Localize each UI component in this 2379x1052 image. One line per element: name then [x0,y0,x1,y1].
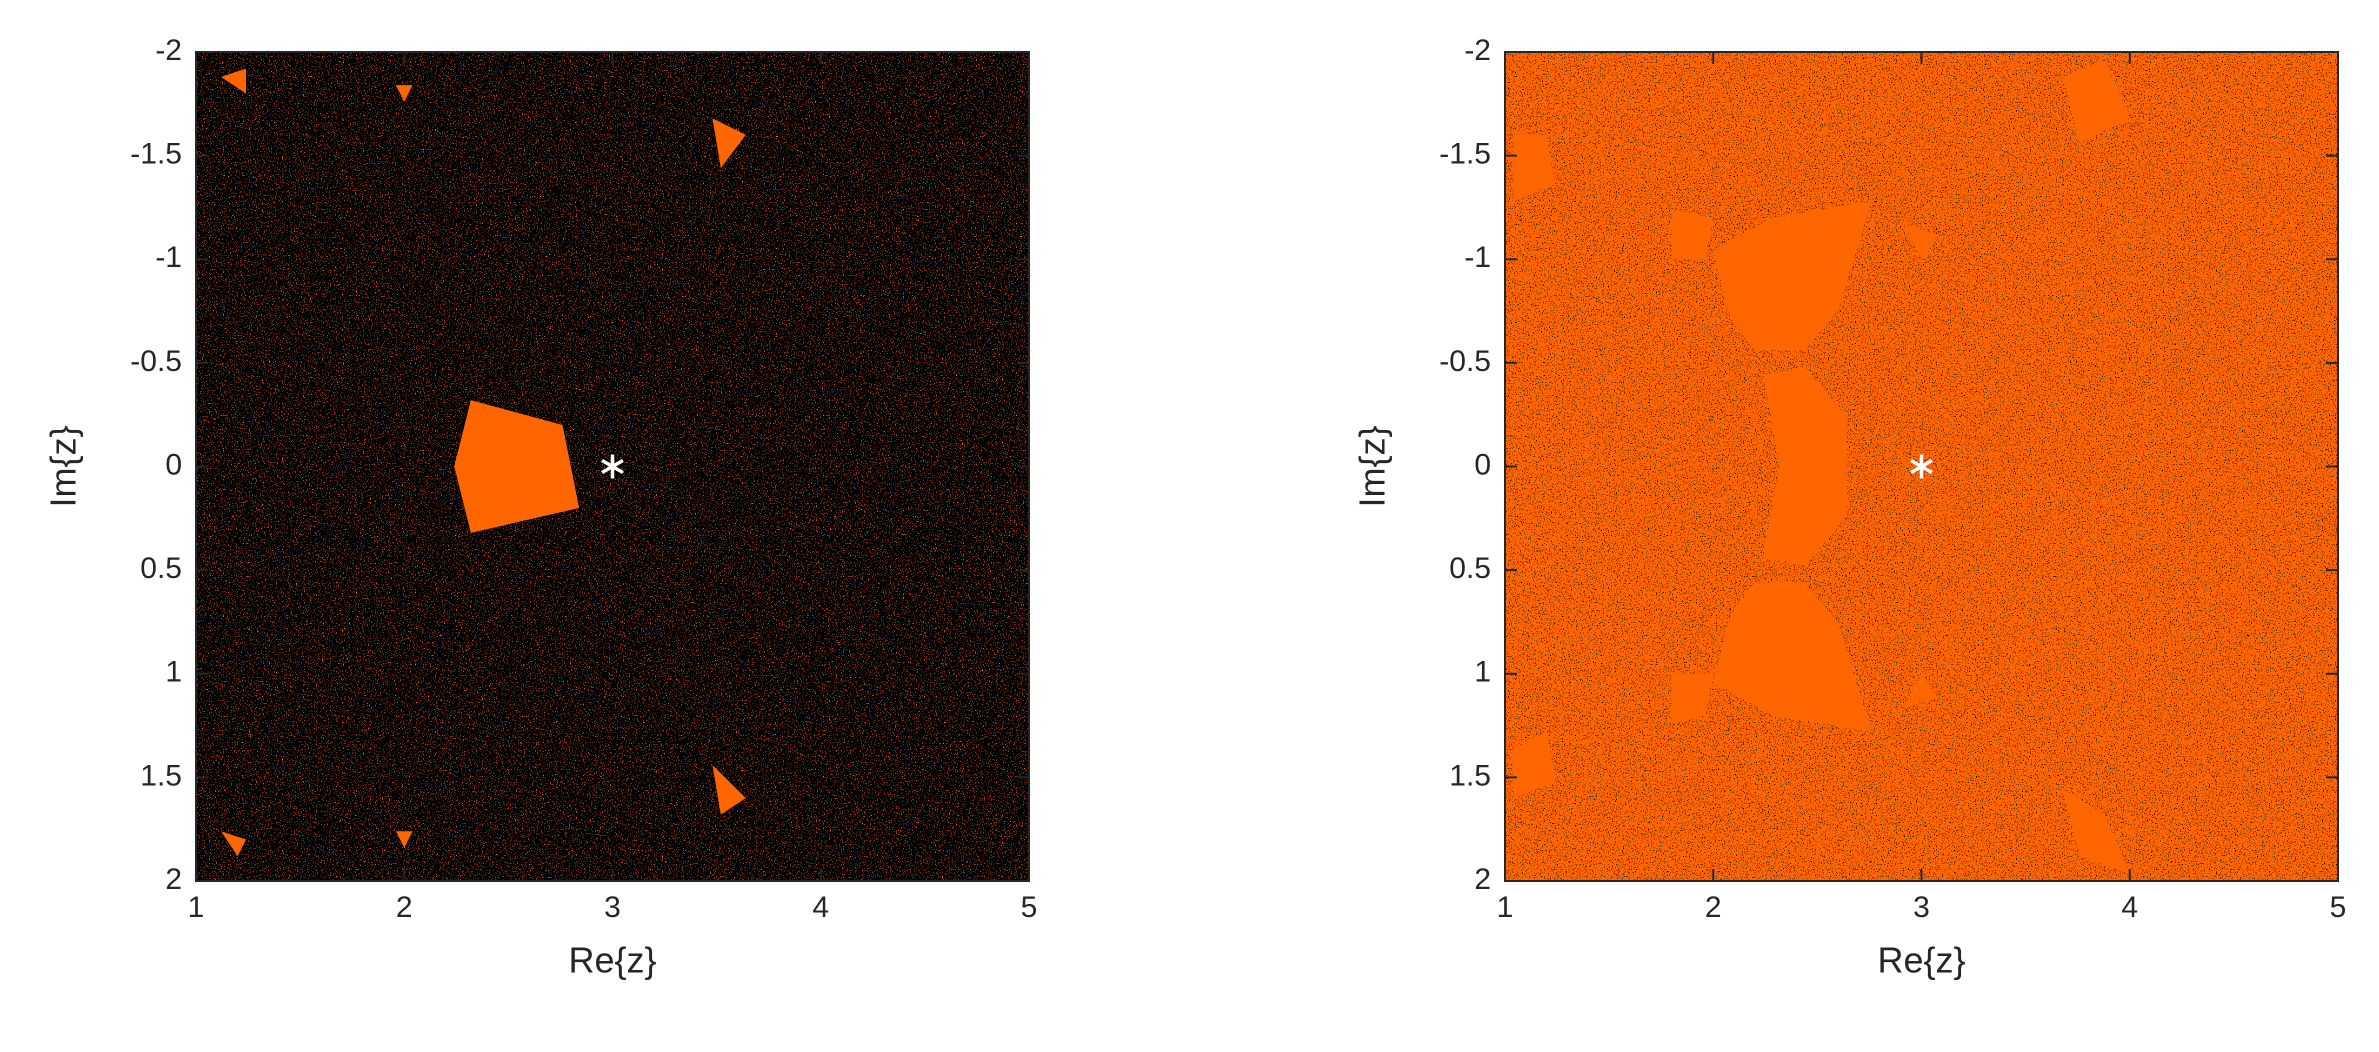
x-tick-label: 4 [812,891,829,924]
basin-region [1513,731,1555,799]
marker [601,454,624,479]
x-tick-label: 1 [188,891,205,924]
y-tick-label: 0.5 [1449,552,1491,585]
y-tick-label: -1.5 [1439,138,1491,171]
basin-region [1671,673,1714,724]
basin-region [1513,134,1555,202]
x-tick-label: 2 [396,891,413,924]
basin-region [395,831,413,848]
y-tick-label: 1.5 [1449,759,1491,792]
y-tick-label: 1.5 [140,759,182,792]
basin-region [220,831,246,857]
y-tick-label: 0.5 [140,552,182,585]
basin-region [220,68,246,94]
y-tick-label: -1 [1464,241,1491,274]
basin-region [1904,226,1939,260]
y-tick-label: -0.5 [1439,345,1491,378]
marker [1910,454,1933,479]
x-tick-label: 2 [1705,891,1722,924]
x-axis-label: Re{z} [568,940,656,981]
basin-region [1671,209,1714,260]
y-tick-label: -2 [1464,34,1491,67]
x-tick-label: 5 [2330,891,2347,924]
y-tick-label: 0 [165,448,182,481]
y-tick-label: 0 [1474,448,1491,481]
x-axis-label: Re{z} [1877,940,1965,981]
y-axis-label: Im{z} [43,425,84,507]
y-tick-label: 2 [165,863,182,896]
x-tick-label: 4 [2121,891,2138,924]
basin-region [1713,582,1872,732]
basin-region [454,400,580,533]
x-tick-label: 1 [1497,891,1514,924]
marker-stroke [601,458,624,475]
x-tick-label: 3 [1913,891,1930,924]
y-tick-label: 2 [1474,863,1491,896]
basin-region [1713,201,1872,351]
basin-region [1763,367,1847,566]
basin-region [2063,789,2130,873]
y-tick-label: -0.5 [130,345,182,378]
basin-region [712,764,746,815]
y-tick-label: 1 [1474,656,1491,689]
y-tick-label: -1 [155,241,182,274]
basin-region [1904,673,1939,707]
basin-region [2063,60,2130,144]
y-axis-label: Im{z} [1352,425,1393,507]
basin-region [712,118,746,169]
y-tick-label: -2 [155,34,182,67]
marker-stroke [1910,458,1933,475]
y-tick-label: 1 [165,656,182,689]
basin-region [395,85,413,102]
y-tick-label: -1.5 [130,138,182,171]
x-tick-label: 5 [1021,891,1038,924]
x-tick-label: 3 [604,891,621,924]
